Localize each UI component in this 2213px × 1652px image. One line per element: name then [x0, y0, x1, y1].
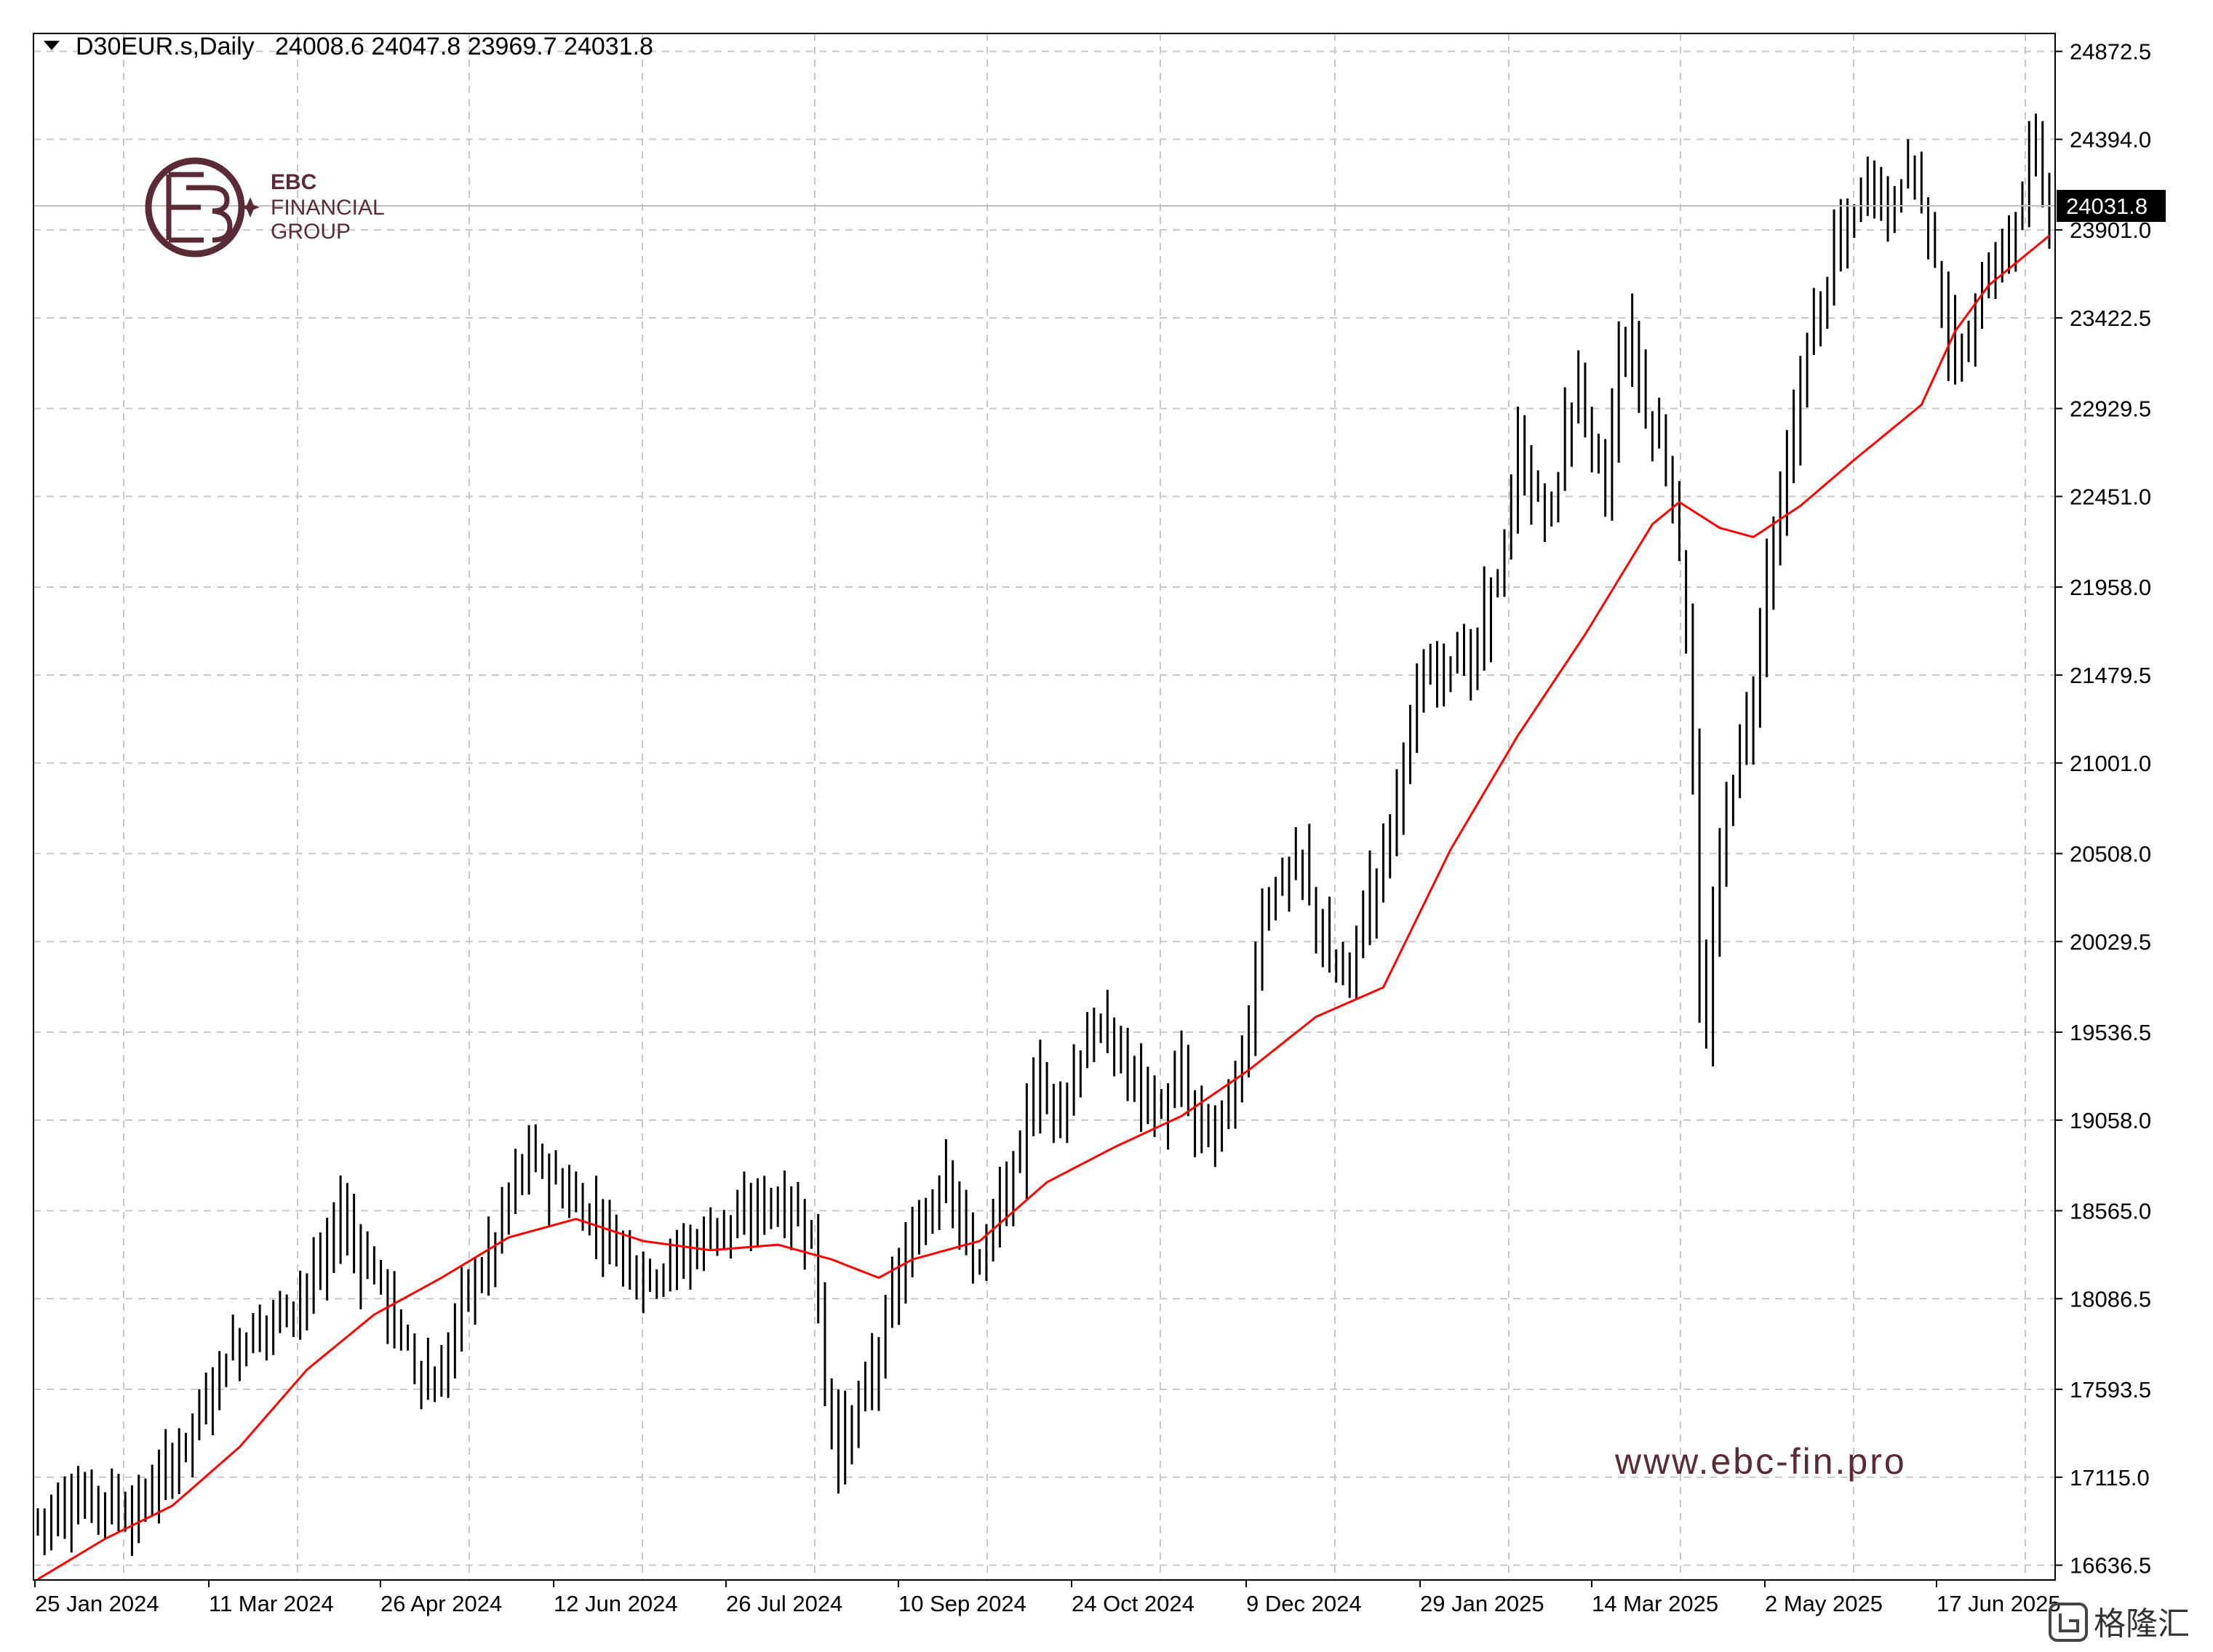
x-tick-label: 10 Sep 2024 — [898, 1591, 1026, 1616]
ebc-logo: EBC FINANCIAL GROUP — [145, 157, 385, 258]
x-tick-label: 2 May 2025 — [1765, 1591, 1883, 1616]
x-tick-label: 12 Jun 2024 — [554, 1591, 678, 1616]
watermark-url: www.ebc-fin.pro — [1614, 1441, 1907, 1482]
y-axis: 24872.524394.023901.023422.522929.522451… — [2055, 39, 2151, 1579]
y-tick-label: 18565.0 — [2070, 1198, 2151, 1224]
dropdown-triangle-icon[interactable] — [44, 41, 60, 50]
y-tick-label: 19058.0 — [2070, 1108, 2151, 1133]
x-tick-label: 26 Jul 2024 — [726, 1591, 842, 1616]
gelonghui-text: 格隆汇 — [2094, 1606, 2190, 1642]
y-tick-label: 23422.5 — [2070, 306, 2151, 331]
y-tick-label: 22451.0 — [2070, 484, 2151, 509]
gelonghui-watermark: 格隆汇 — [2049, 1603, 2190, 1642]
y-tick-label: 18086.5 — [2070, 1286, 2151, 1312]
logo-line-3: GROUP — [271, 220, 351, 244]
y-tick-label: 19536.5 — [2070, 1020, 2151, 1045]
y-tick-label: 20029.5 — [2070, 929, 2151, 954]
y-tick-label: 24872.5 — [2070, 39, 2151, 65]
x-tick-label: 9 Dec 2024 — [1246, 1591, 1362, 1616]
current-price-label: 24031.8 — [2066, 193, 2148, 219]
x-tick-label: 14 Mar 2025 — [1592, 1591, 1718, 1616]
moving-average-line — [37, 234, 2050, 1581]
y-tick-label: 21479.5 — [2070, 663, 2151, 688]
ohlc-bars — [36, 113, 2051, 1556]
plot-border — [33, 33, 2056, 1581]
y-tick-label: 20508.0 — [2070, 841, 2151, 866]
y-tick-label: 24394.0 — [2070, 127, 2151, 153]
plot-frame — [33, 33, 2056, 1581]
logo-line-1: EBC — [271, 170, 316, 194]
x-tick-label: 29 Jan 2025 — [1420, 1591, 1544, 1616]
y-tick-label: 17593.5 — [2070, 1377, 2151, 1402]
y-tick-label: 22929.5 — [2070, 396, 2151, 422]
y-tick-label: 21001.0 — [2070, 751, 2151, 776]
y-tick-label: 21958.0 — [2070, 575, 2151, 600]
x-tick-label: 26 Apr 2024 — [380, 1591, 502, 1616]
chart-grid — [33, 33, 2055, 1580]
y-tick-label: 16636.5 — [2070, 1553, 2151, 1579]
x-tick-label: 11 Mar 2024 — [209, 1591, 334, 1616]
x-tick-label: 25 Jan 2024 — [35, 1591, 159, 1616]
x-tick-label: 17 Jun 2025 — [1937, 1591, 2061, 1616]
current-price-tag — [2057, 190, 2166, 223]
logo-line-2: FINANCIAL — [271, 196, 385, 220]
symbol-label[interactable]: D30EUR.s,Daily — [76, 33, 255, 60]
y-tick-label: 17115.0 — [2070, 1465, 2150, 1491]
x-tick-label: 24 Oct 2024 — [1072, 1591, 1195, 1616]
ohlc-values: 24008.6 24047.8 23969.7 24031.8 — [275, 33, 653, 60]
x-axis: 25 Jan 2024 11 Mar 2024 26 Apr 2024 12 Jun … — [34, 1580, 2061, 1616]
